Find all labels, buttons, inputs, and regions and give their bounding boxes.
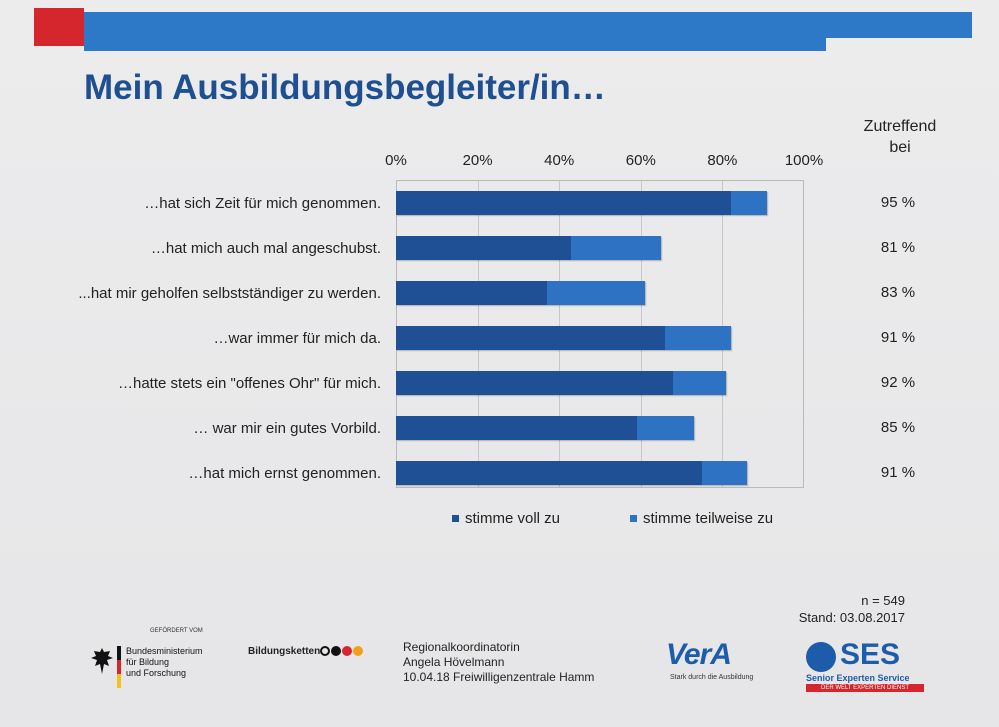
column-header-line-2: bei (889, 139, 911, 156)
vera-logo: VerA (666, 638, 732, 671)
bmbf-funded-label: GEFÖRDERT VOM (150, 628, 203, 634)
x-tick-label: 100% (784, 152, 824, 169)
category-label: …hat sich Zeit für mich genommen. (144, 195, 381, 212)
zutreffend-value: 81 % (880, 239, 916, 256)
zutreffend-value: 95 % (880, 194, 916, 211)
legend-swatch (452, 515, 459, 522)
footer-line-2: Angela Hövelmann (403, 655, 505, 669)
zutreffend-value: 83 % (880, 284, 916, 301)
bar-stimme-voll-zu (396, 371, 674, 395)
bar-stimme-voll-zu (396, 236, 572, 260)
footer-line-3: 10.04.18 Freiwilligenzentrale Hamm (403, 670, 595, 684)
bmbf-line-1: Bundesministerium (126, 646, 203, 656)
legend-item: stimme voll zu (452, 510, 560, 527)
category-label: …hat mich auch mal angeschubst. (150, 240, 381, 257)
vera-tagline: Stark durch die Ausbildung (670, 674, 754, 681)
zutreffend-value: 85 % (880, 419, 916, 436)
column-header-line-1: Zutreffend (863, 118, 937, 135)
bar-stimme-teilweise-zu (546, 281, 645, 305)
column-header: Zutreffend bei (842, 116, 958, 158)
x-tick-label: 40% (544, 152, 575, 169)
x-tick-label: 60% (625, 152, 656, 169)
bmbf-line-2: für Bildung (126, 657, 170, 667)
x-tick-label: 80% (707, 152, 738, 169)
header-red-accent (34, 8, 84, 46)
eagle-icon (91, 648, 113, 674)
bildungsketten-dots-icon (320, 646, 363, 656)
legend-item: stimme teilweise zu (630, 510, 773, 527)
ses-title: SES (840, 638, 901, 671)
bar-stimme-teilweise-zu (571, 236, 662, 260)
bar-stimme-voll-zu (396, 281, 547, 305)
bar-stimme-voll-zu (396, 416, 637, 440)
ses-logo: SES Senior Experten Service DER WELT EXP… (806, 638, 924, 692)
category-label: …hat mich ernst genommen. (188, 465, 381, 482)
category-label: …war immer für mich da. (213, 330, 381, 347)
bar-stimme-teilweise-zu (702, 461, 747, 485)
ses-subtitle: Senior Experten Service (806, 673, 910, 683)
legend-swatch (630, 515, 637, 522)
zutreffend-value: 92 % (880, 374, 916, 391)
category-label: … war mir ein gutes Vorbild. (193, 420, 381, 437)
legend-label: stimme voll zu (465, 510, 561, 527)
bar-stimme-teilweise-zu (665, 326, 731, 350)
header-blue-bar-lower (84, 36, 826, 51)
german-flag-stripe (117, 646, 121, 688)
ses-globe-icon (806, 642, 836, 672)
category-label: …hatte stets ein "offenes Ohr" für mich. (118, 375, 381, 392)
slide-title: Mein Ausbildungsbegleiter/in… (84, 68, 606, 107)
header-blue-bar (84, 12, 972, 38)
bar-stimme-teilweise-zu (730, 191, 768, 215)
sample-info: n = 549 Stand: 03.08.2017 (799, 592, 905, 626)
x-tick-label: 0% (385, 152, 407, 169)
ses-band: DER WELT EXPERTEN DIENST (806, 684, 924, 692)
stand-date: Stand: 03.08.2017 (798, 610, 905, 625)
bar-stimme-voll-zu (396, 326, 666, 350)
category-label: ...hat mir geholfen selbstständiger zu w… (78, 285, 381, 302)
bmbf-line-3: und Forschung (126, 668, 187, 678)
bar-stimme-teilweise-zu (673, 371, 727, 395)
footer-contact: Regionalkoordinatorin Angela Hövelmann 1… (403, 640, 594, 685)
x-tick-label: 20% (462, 152, 493, 169)
legend-label: stimme teilweise zu (643, 510, 774, 527)
bar-stimme-voll-zu (396, 191, 731, 215)
bar-stimme-teilweise-zu (636, 416, 694, 440)
sample-size: n = 549 (861, 593, 905, 608)
bmbf-name: Bundesministerium für Bildung und Forsch… (126, 646, 203, 679)
bildungsketten-logo: Bildungsketten (248, 646, 321, 657)
bar-stimme-voll-zu (396, 461, 702, 485)
zutreffend-value: 91 % (880, 464, 916, 481)
zutreffend-value: 91 % (880, 329, 916, 346)
footer-line-1: Regionalkoordinatorin (403, 640, 520, 654)
bmbf-logo: GEFÖRDERT VOM Bundesministerium für Bild… (90, 628, 250, 698)
